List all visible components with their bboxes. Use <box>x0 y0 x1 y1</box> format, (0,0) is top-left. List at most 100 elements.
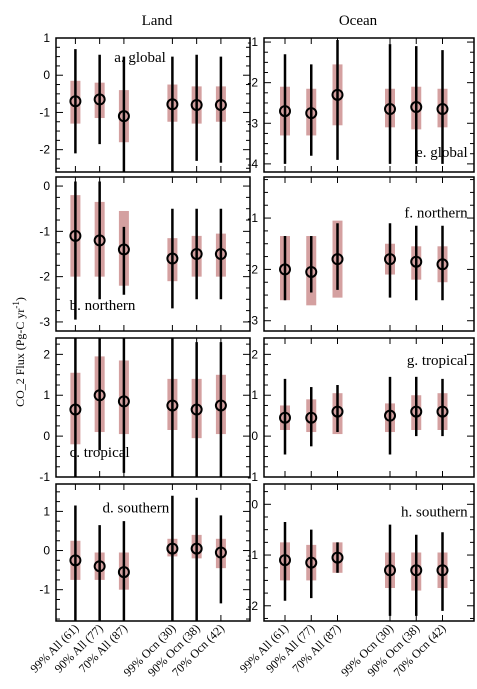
panel-a: -2 -1 0 1 a. global <box>39 31 251 173</box>
panel-c-label: c. tropical <box>70 445 130 461</box>
panels-group: -2 -1 0 1 a. global -3 -2 -1 0 b. northern -1 0 1 2 c.… <box>39 31 475 622</box>
panel-e-mean-5 <box>436 103 449 116</box>
panel-b-mean-2 <box>117 243 130 256</box>
panel-d-mean-1 <box>93 560 106 573</box>
panel-f-mean-3 <box>384 253 396 266</box>
panel-a-mean-2 <box>117 110 130 123</box>
panel-a-mean-4 <box>190 99 203 111</box>
panel-b-ytick-label: -2 <box>39 270 50 284</box>
panel-e-label: e. global <box>416 145 468 161</box>
panel-d-frame <box>55 483 251 622</box>
y-axis-label: CO_2 Flux (Pg-C yr-1) <box>11 297 27 407</box>
panel-e-ytick-label: -1 <box>247 35 258 49</box>
panel-h-mean-5 <box>436 564 449 577</box>
panel-g: -1 0 1 2 g. tropical <box>247 337 475 484</box>
panel-c: -1 0 1 2 c. tropical <box>39 337 251 484</box>
panel-f-ytick-label: -3 <box>247 314 258 328</box>
panel-a-ytick-label: 1 <box>43 31 50 45</box>
panel-g-ytick-label: -1 <box>247 470 258 484</box>
panel-d-ytick-label: -1 <box>39 583 50 597</box>
panel-a-mean-5 <box>214 99 227 111</box>
panel-b-mean-3 <box>166 252 179 265</box>
panel-h-frame <box>263 483 475 622</box>
panel-e-ytick-label: -2 <box>247 76 258 90</box>
panel-a-ytick-label: -2 <box>39 143 50 157</box>
panel-e-mean-0 <box>279 105 291 118</box>
panel-h-ytick-label: -2 <box>247 599 258 613</box>
y-axis-label-exponent: -1 <box>11 301 21 309</box>
panel-d-mean-3 <box>166 542 179 555</box>
panel-f-mean-2 <box>331 253 344 266</box>
panel-b-ytick-label: -1 <box>39 224 50 238</box>
panel-h-ytick-label: -1 <box>247 548 258 562</box>
panel-a-frame <box>55 37 251 173</box>
panel-g-mean-3 <box>384 409 396 422</box>
panel-b-mean-4 <box>190 248 203 260</box>
panel-b-label: b. northern <box>70 298 136 314</box>
panel-h-ytick-label: 0 <box>251 497 258 511</box>
panel-a-mean-0 <box>69 95 82 108</box>
panel-d-mean-0 <box>69 554 82 567</box>
panel-f-frame <box>263 176 475 332</box>
panel-g-marks <box>279 376 449 455</box>
panel-h-mean-0 <box>279 554 291 567</box>
panel-d-marks <box>69 495 227 621</box>
y-axis-label-text: CO_2 Flux (Pg-C yr <box>13 309 27 407</box>
panel-f-mean-5 <box>436 258 449 271</box>
panel-b-mean-0 <box>69 229 82 242</box>
panel-f-ytick-label: -1 <box>247 211 258 225</box>
panel-e-marks <box>279 40 449 164</box>
panel-c-ytick-label: 0 <box>43 429 50 443</box>
panel-d-ytick-label: 0 <box>43 544 50 558</box>
panel-g-mean-4 <box>410 405 423 418</box>
panel-e-frame <box>263 37 475 173</box>
panel-c-frame <box>55 337 251 478</box>
panel-d: -1 0 1 d. southern <box>39 483 251 622</box>
panel-g-mean-0 <box>279 411 291 424</box>
panel-e-mean-3 <box>384 103 396 116</box>
panel-c-ytick-label: -1 <box>39 470 50 484</box>
panel-h-label: h. southern <box>401 504 468 520</box>
panel-c-mean-0 <box>69 403 82 416</box>
panel-h-marks <box>279 522 449 616</box>
panel-a-ytick-label: 0 <box>43 68 50 82</box>
panel-a-ytick-label: -1 <box>39 105 50 119</box>
column-title-ocean: Ocean <box>339 13 378 29</box>
panel-h-mean-2 <box>331 551 344 564</box>
panel-g-mean-5 <box>436 405 449 418</box>
category-labels: 99% All (61)90% All (77)70% All (87)99% … <box>27 621 448 679</box>
panel-e-mean-2 <box>331 88 344 101</box>
panel-d-ytick-label: 1 <box>43 504 50 518</box>
panel-h: -2 -1 0 h. southern <box>247 483 475 622</box>
panel-d-mean-2 <box>117 566 130 579</box>
panel-c-ytick-label: 2 <box>43 347 50 361</box>
panel-h-mean-3 <box>384 564 396 577</box>
panel-f: -3 -2 -1 f. northern <box>247 176 475 332</box>
panel-a-label: a. global <box>114 50 166 66</box>
panel-c-marks <box>69 338 227 477</box>
panel-d-mean-5 <box>214 546 227 559</box>
panel-b: -3 -2 -1 0 b. northern <box>39 176 251 332</box>
panel-d-mean-4 <box>190 542 203 555</box>
panel-g-ytick-label: 0 <box>251 429 258 443</box>
panel-h-mean-4 <box>410 564 423 577</box>
panel-c-mean-4 <box>190 403 203 416</box>
panel-g-label: g. tropical <box>407 353 468 369</box>
panel-f-marks <box>279 220 449 306</box>
panel-f-mean-0 <box>279 263 291 276</box>
panel-b-ytick-label: 0 <box>43 179 50 193</box>
panel-e-ytick-label: -3 <box>247 116 258 130</box>
panel-a-mean-1 <box>93 93 106 106</box>
panel-f-mean-1 <box>305 265 318 278</box>
panel-g-ytick-label: 1 <box>251 388 258 402</box>
panel-g-mean-1 <box>305 411 318 424</box>
panel-b-mean-1 <box>93 234 106 247</box>
panel-e-ytick-label: -4 <box>247 157 258 171</box>
panel-c-mean-3 <box>166 399 179 412</box>
panel-d-label: d. southern <box>103 500 170 516</box>
column-title-land: Land <box>142 13 173 29</box>
panel-f-mean-4 <box>410 255 423 268</box>
panel-e-mean-1 <box>305 107 318 120</box>
panel-c-ytick-label: 1 <box>43 388 50 402</box>
